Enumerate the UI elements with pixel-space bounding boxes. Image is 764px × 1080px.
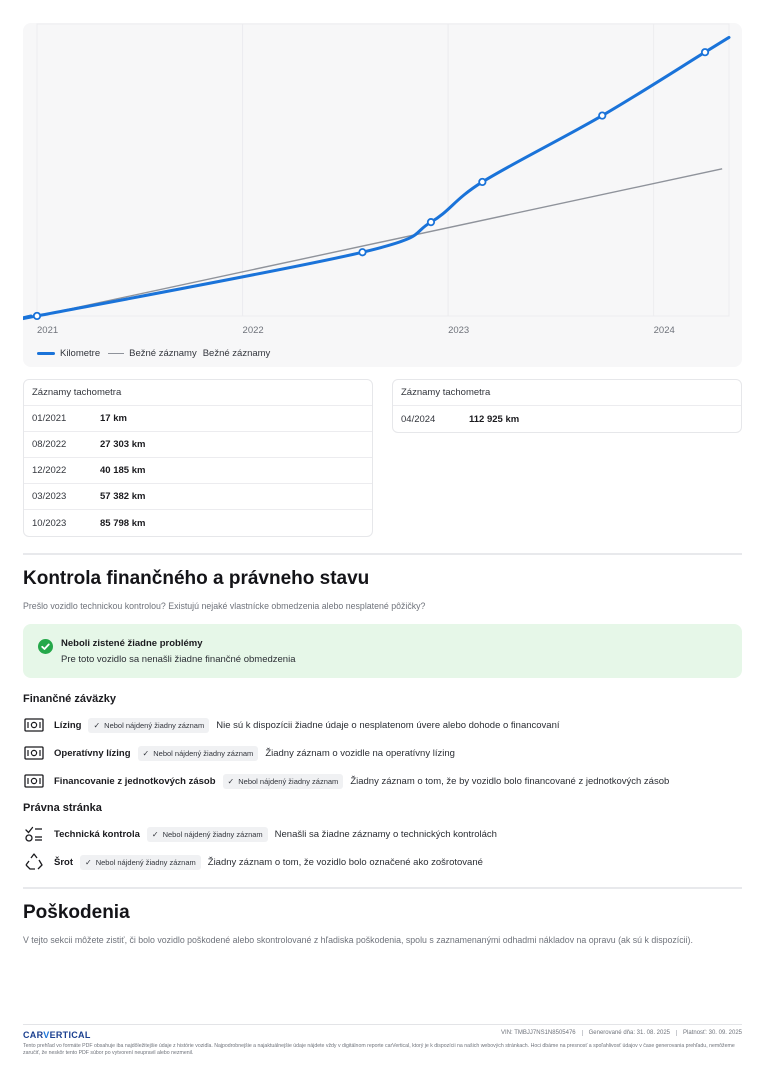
status-badge: ✓ Nebol nájdený žiadny záznam <box>222 773 344 789</box>
obligation-description: Žiadny záznam o vozidle na operatívny lí… <box>265 747 455 759</box>
x-tick-label: 2021 <box>37 325 58 336</box>
footer-valid-date: Platnosť: 30. 09. 2025 <box>683 1030 742 1036</box>
data-point <box>32 311 42 321</box>
obligation-row-operating-lease: Operatívny lízing ✓ Nebol nájdený žiadny … <box>23 744 455 762</box>
check-circle-icon <box>38 639 53 654</box>
checklist-icon <box>23 826 45 842</box>
table-row: 10/2023 85 798 km <box>24 510 372 536</box>
legal-label: Technická kontrola <box>54 828 140 840</box>
status-badge: ✓ Nebol nájdený žiadny záznam <box>146 826 268 842</box>
status-badge-text: Nebol nájdený žiadny záznam <box>95 857 196 867</box>
odometer-table-header: Záznamy tachometra <box>24 380 372 406</box>
check-icon: ✓ <box>85 857 92 867</box>
series-line-common <box>36 168 723 317</box>
banknote-icon <box>23 773 45 789</box>
legend-swatch-kilometre <box>37 352 55 355</box>
obligation-description: Nie sú k dispozícii žiadne údaje o nespl… <box>216 719 560 731</box>
no-problems-title: Neboli zistené žiadne problémy <box>61 638 203 649</box>
legal-row-scrap: Šrot ✓ Nebol nájdený žiadny záznam Žiadny… <box>23 853 483 871</box>
obligation-description: Žiadny záznam o tom, že by vozidlo bolo … <box>350 775 670 787</box>
odometer-date: 10/2023 <box>32 517 67 529</box>
odometer-date: 01/2021 <box>32 413 67 424</box>
obligation-row-leasing: Lízing ✓ Nebol nájdený žiadny záznam Nie … <box>23 716 560 734</box>
obligation-label: Operatívny lízing <box>54 747 131 759</box>
section-title-damage: Poškodenia <box>23 902 130 923</box>
section-subtitle-finance: Prešlo vozidlo technickou kontrolou? Exi… <box>23 601 426 611</box>
odometer-table-right: Záznamy tachometra 04/2024 112 925 km <box>392 379 742 433</box>
check-icon: ✓ <box>142 748 150 758</box>
odometer-km: 85 798 km <box>100 517 146 529</box>
plot-area <box>36 23 730 317</box>
status-badge-text: Nebol nájdený žiadny záznam <box>153 748 254 758</box>
table-row: 12/2022 40 185 km <box>24 458 372 484</box>
data-point <box>478 177 487 187</box>
recycle-icon <box>23 853 45 870</box>
check-icon: ✓ <box>227 776 235 786</box>
status-badge-text: Nebol nájdený žiadny záznam <box>238 776 339 786</box>
data-point <box>426 218 436 227</box>
status-badge: ✓ Nebol nájdený žiadny záznam <box>88 717 210 733</box>
legend-label-kilometre: Kilometre <box>60 348 101 359</box>
banknote-icon <box>23 717 45 733</box>
section-divider <box>23 887 742 889</box>
section-title-finance: Kontrola finančného a právneho stavu <box>23 568 370 589</box>
legend-label-common: Bežné záznamy <box>129 348 197 359</box>
footer-vin: VIN: TMBJJ7NS1N8505476 <box>495 1030 583 1036</box>
table-row: 08/2022 27 303 km <box>24 432 372 458</box>
check-icon: ✓ <box>93 720 101 730</box>
legal-description: Žiadny záznam o tom, že vozidlo bolo ozn… <box>207 856 483 868</box>
status-badge-text: Nebol nájdený žiadny záznam <box>162 829 263 839</box>
status-badge: ✓ Nebol nájdený žiadny záznam <box>137 745 259 761</box>
legal-heading: Právna stránka <box>23 802 102 814</box>
odometer-km: 40 185 km <box>100 465 146 476</box>
obligation-row-floorplan: Financovanie z jednotkových zásob ✓ Nebol… <box>23 772 669 790</box>
x-tick-label: 2022 <box>243 325 264 336</box>
odometer-date: 08/2022 <box>32 439 67 450</box>
page-footer: CARVERTICAL VIN: TMBJJ7NS1N8505476 Gener… <box>23 1024 742 1056</box>
legend-label-common-duplicate: Bežné záznamy <box>202 348 271 359</box>
table-row: 03/2023 57 382 km <box>24 484 372 510</box>
odometer-date: 03/2023 <box>32 491 67 502</box>
data-point <box>598 111 607 120</box>
obligation-label: Financovanie z jednotkových zásob <box>54 775 216 787</box>
odometer-km: 17 km <box>100 413 127 424</box>
carvertical-logo: CARVERTICAL <box>23 1030 91 1040</box>
no-problems-text: Pre toto vozidlo sa nenašli žiadne finan… <box>61 654 296 665</box>
odometer-km: 27 303 km <box>100 439 146 450</box>
odometer-km: 112 925 km <box>469 413 520 425</box>
odometer-date: 04/2024 <box>401 413 436 425</box>
data-point <box>358 248 367 257</box>
legal-label: Šrot <box>54 856 73 868</box>
footer-generated-date: Generované dňa: 31. 08. 2025 <box>583 1030 678 1036</box>
financial-obligations-heading: Finančné záväzky <box>23 693 116 705</box>
table-row: 01/2021 17 km <box>24 406 372 432</box>
check-icon: ✓ <box>151 829 159 839</box>
obligation-label: Lízing <box>54 719 82 731</box>
status-badge-text: Nebol nájdený žiadny záznam <box>104 720 205 730</box>
mileage-chart-card: 2021 2022 2023 2024 Kilometre Bežné záznamy… <box>23 23 742 367</box>
no-problems-banner: Neboli zistené žiadne problémy Pre toto … <box>23 624 742 678</box>
data-point <box>700 48 710 57</box>
mileage-chart: 2021 2022 2023 2024 <box>23 23 731 336</box>
odometer-km: 57 382 km <box>100 491 146 502</box>
footer-disclaimer: Tento prehľad vo formáte PDF obsahuje ib… <box>23 1043 735 1056</box>
x-tick-label: 2023 <box>448 325 469 336</box>
x-tick-label: 2024 <box>654 325 675 336</box>
section-divider <box>23 553 742 555</box>
footer-meta: VIN: TMBJJ7NS1N8505476 Generované dňa: 3… <box>495 1030 742 1036</box>
legal-row-inspection: Technická kontrola ✓ Nebol nájdený žiadny… <box>23 825 497 843</box>
chart-legend: Kilometre Bežné záznamy Bežné záznamy <box>37 348 270 359</box>
legend-swatch-common <box>108 352 125 355</box>
table-row: 04/2024 112 925 km <box>393 406 741 432</box>
legal-description: Nenašli sa žiadne záznamy o technických … <box>274 828 497 840</box>
odometer-table-left: Záznamy tachometra 01/2021 17 km 08/2022… <box>23 379 373 537</box>
odometer-date: 12/2022 <box>32 465 67 476</box>
banknote-icon <box>23 745 45 761</box>
section-subtitle-damage: V tejto sekcii môžete zistiť, či bolo vo… <box>23 935 693 945</box>
status-badge: ✓ Nebol nájdený žiadny záznam <box>80 854 201 870</box>
odometer-table-header: Záznamy tachometra <box>393 380 741 406</box>
